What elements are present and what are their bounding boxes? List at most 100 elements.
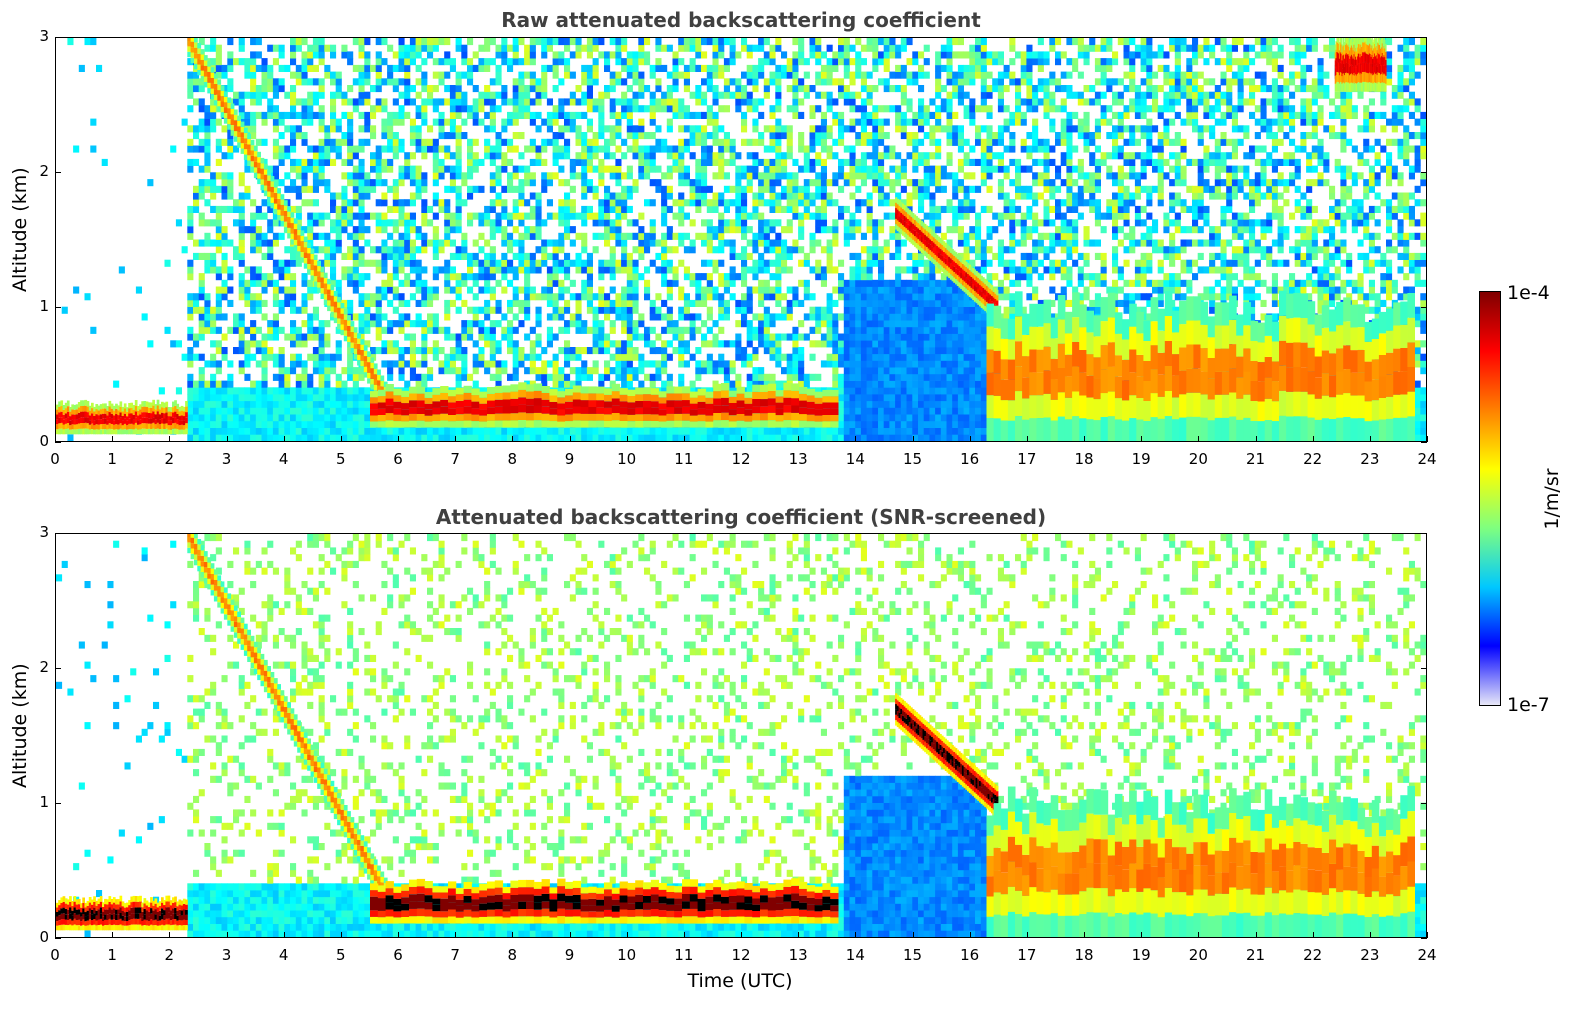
- y-tick: [55, 803, 61, 804]
- y-tick: [55, 938, 61, 939]
- y-tick: [55, 172, 61, 173]
- x-tick: [912, 932, 914, 938]
- x-tick-label: 16: [960, 946, 980, 964]
- x-tick-label: 6: [393, 450, 403, 468]
- colorbar-unit-label: 1/m/sr: [1541, 468, 1563, 530]
- x-tick: [55, 436, 56, 442]
- x-tick-label: 11: [674, 450, 694, 468]
- x-tick-label: 18: [1074, 450, 1094, 468]
- feature-afternoon-aerosol: [986, 290, 1415, 441]
- x-tick-label: 10: [617, 946, 637, 964]
- x-tick: [969, 436, 971, 442]
- y-tick-label: 1: [39, 297, 49, 315]
- x-tick: [912, 436, 914, 442]
- x-tick-label: 20: [1188, 946, 1208, 964]
- top-plot-area: [55, 37, 1427, 442]
- y-tick-label: 2: [39, 658, 49, 676]
- x-tick: [1026, 932, 1028, 938]
- y-tick-right: [1421, 37, 1427, 38]
- feature-boundary-layer: [370, 382, 839, 428]
- x-tick-label: 19: [1131, 450, 1151, 468]
- x-tick-label: 7: [450, 450, 460, 468]
- x-tick-label: 17: [1017, 450, 1037, 468]
- x-tick: [112, 932, 114, 938]
- x-tick-label: 10: [617, 450, 637, 468]
- bottom-chart-title: Attenuated backscattering coefficient (S…: [435, 505, 1047, 529]
- x-axis-label: Time (UTC): [687, 970, 793, 992]
- bottom-plot-area: [55, 533, 1427, 938]
- x-tick-label: 8: [507, 450, 518, 468]
- feature-descending-plume: [187, 38, 388, 414]
- x-tick: [569, 436, 571, 442]
- y-tick-right: [1421, 938, 1427, 939]
- x-tick: [398, 932, 399, 938]
- x-tick: [1198, 436, 1200, 442]
- colorbar-gradient: [1480, 292, 1500, 705]
- x-tick-label: 5: [336, 946, 346, 964]
- y-tick-right: [1421, 668, 1427, 669]
- x-tick-label: 4: [278, 450, 289, 468]
- x-tick-label: 0: [50, 946, 60, 964]
- top-heatmap: [56, 38, 1426, 441]
- y-tick-right: [1421, 533, 1427, 534]
- x-tick: [283, 932, 285, 938]
- x-tick: [1312, 436, 1314, 442]
- x-tick: [1026, 436, 1028, 442]
- x-tick: [226, 436, 228, 442]
- x-tick: [169, 932, 171, 938]
- y-tick: [55, 442, 61, 443]
- x-tick: [1369, 436, 1371, 442]
- y-tick-label: 0: [39, 432, 49, 450]
- x-tick: [626, 436, 628, 442]
- x-tick: [1198, 932, 1200, 938]
- x-tick-label: 24: [1417, 946, 1437, 964]
- x-tick-label: 20: [1188, 450, 1208, 468]
- x-tick-label: 24: [1417, 450, 1437, 468]
- x-tick-label: 9: [564, 450, 575, 468]
- x-tick-label: 0: [50, 450, 60, 468]
- x-tick: [169, 436, 171, 442]
- x-tick-label: 15: [902, 946, 923, 964]
- x-tick: [512, 436, 514, 442]
- x-tick-label: 23: [1360, 450, 1380, 468]
- x-tick-label: 9: [564, 946, 575, 964]
- x-tick: [455, 932, 457, 938]
- background-field: [61, 38, 1426, 441]
- feature-surface-layer: [56, 895, 188, 931]
- y-tick-right: [1421, 172, 1427, 173]
- x-tick: [683, 932, 685, 938]
- x-tick-label: 4: [278, 946, 289, 964]
- x-tick-label: 12: [731, 450, 751, 468]
- x-tick-label: 1: [107, 946, 117, 964]
- x-tick: [1312, 932, 1314, 938]
- x-tick-label: 23: [1360, 946, 1380, 964]
- x-tick: [1255, 932, 1257, 938]
- feature-upper-cloud: [1334, 38, 1387, 92]
- x-tick-label: 7: [450, 946, 460, 964]
- x-tick-label: 5: [336, 450, 346, 468]
- x-tick: [226, 932, 228, 938]
- x-tick: [683, 436, 685, 442]
- x-tick-label: 2: [164, 946, 175, 964]
- x-tick: [798, 436, 800, 442]
- bottom-y-axis-label: Altitude (km): [9, 663, 31, 788]
- x-tick: [340, 932, 342, 938]
- x-tick-label: 3: [221, 450, 232, 468]
- x-tick-label: 13: [788, 946, 808, 964]
- x-tick-label: 14: [845, 450, 865, 468]
- y-tick-label: 0: [39, 928, 49, 946]
- top-chart-title: Raw attenuated backscattering coefficien…: [501, 8, 981, 32]
- y-tick: [55, 533, 61, 534]
- x-tick-label: 15: [902, 450, 923, 468]
- y-tick-right: [1421, 307, 1427, 308]
- x-tick-label: 12: [731, 946, 751, 964]
- feature-boundary-layer: [370, 878, 839, 924]
- colorbar-min-label: 1e-7: [1507, 694, 1550, 716]
- x-tick: [1427, 436, 1428, 442]
- x-tick: [1255, 436, 1257, 442]
- x-tick-label: 19: [1131, 946, 1151, 964]
- x-tick: [855, 932, 857, 938]
- x-tick: [626, 932, 628, 938]
- x-tick: [1084, 436, 1085, 442]
- x-tick-label: 14: [845, 946, 865, 964]
